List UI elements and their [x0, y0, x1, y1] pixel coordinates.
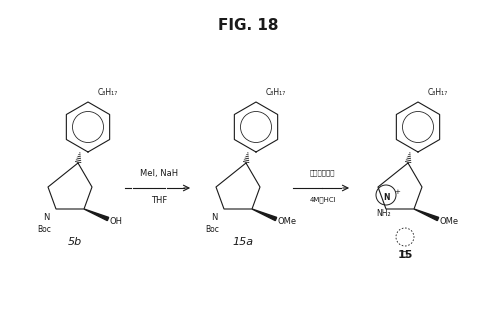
- Polygon shape: [252, 209, 277, 220]
- Text: OH: OH: [110, 216, 123, 226]
- Text: C₈H₁₇: C₈H₁₇: [98, 88, 118, 97]
- Text: ジオキサン中: ジオキサン中: [310, 169, 335, 176]
- Text: OMe: OMe: [278, 216, 297, 226]
- Text: OMe: OMe: [440, 216, 459, 226]
- Polygon shape: [414, 209, 438, 220]
- Text: 5b: 5b: [68, 237, 82, 247]
- Text: Boc: Boc: [37, 225, 51, 234]
- Text: C₈H₁₇: C₈H₁₇: [428, 88, 448, 97]
- Text: Boc: Boc: [205, 225, 219, 234]
- Text: N: N: [383, 192, 389, 202]
- Text: MeI, NaH: MeI, NaH: [140, 169, 178, 178]
- Text: C₈H₁₇: C₈H₁₇: [266, 88, 286, 97]
- Text: 4MのHCl: 4MのHCl: [309, 196, 336, 203]
- Text: NH₂: NH₂: [376, 209, 391, 218]
- Text: FIG. 18: FIG. 18: [218, 18, 278, 33]
- Text: N: N: [211, 213, 217, 222]
- Text: 15: 15: [397, 250, 413, 260]
- Text: Cl: Cl: [401, 251, 409, 260]
- Polygon shape: [84, 209, 109, 220]
- Text: +: +: [394, 189, 400, 195]
- Text: N: N: [43, 213, 49, 222]
- Text: 15a: 15a: [233, 237, 253, 247]
- Text: THF: THF: [151, 196, 167, 205]
